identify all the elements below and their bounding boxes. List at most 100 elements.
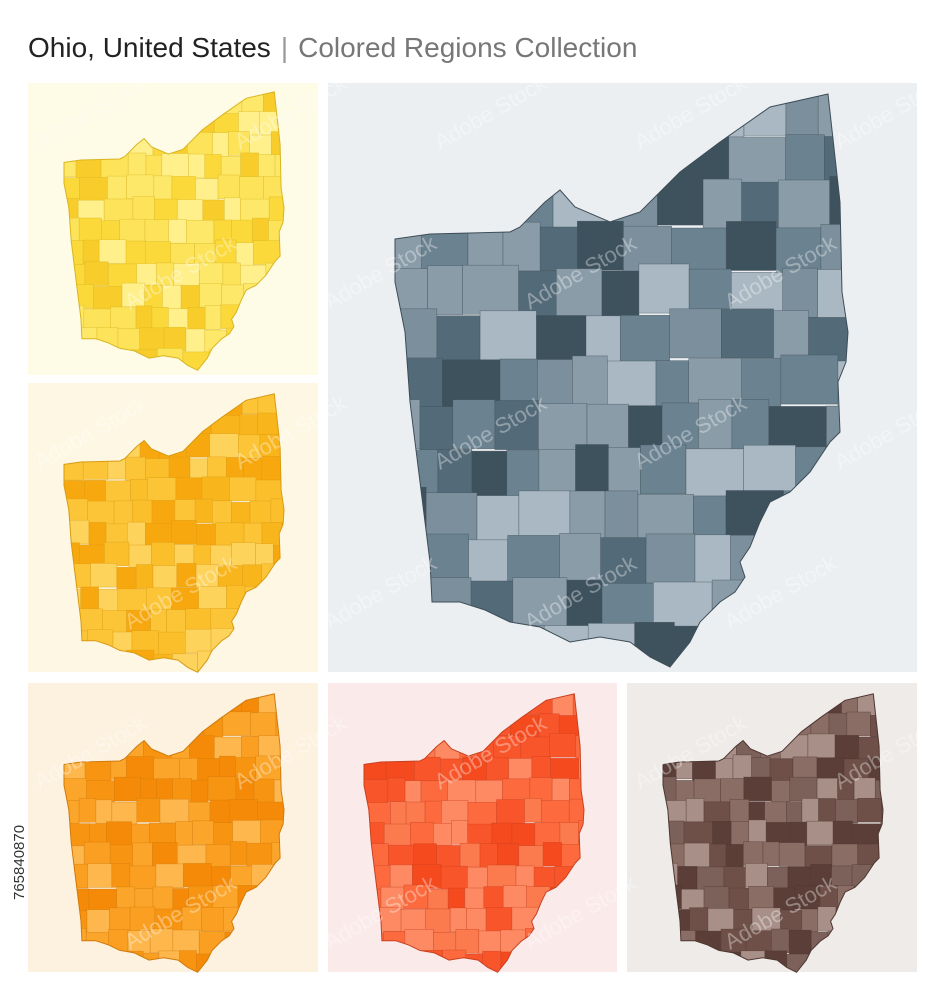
county [147, 477, 177, 502]
county [496, 799, 525, 824]
county [192, 820, 214, 845]
county [213, 822, 233, 847]
county [683, 821, 713, 846]
county [132, 842, 153, 868]
county [273, 779, 284, 805]
county [762, 841, 780, 867]
county [161, 153, 189, 178]
county [638, 263, 690, 314]
watermark: Adobe Stock [920, 550, 945, 635]
title-main: Ohio, United States [28, 32, 271, 63]
county [171, 519, 197, 545]
state-outline [363, 693, 585, 973]
county [551, 778, 570, 803]
county [90, 562, 118, 588]
county [604, 490, 639, 541]
county [529, 777, 553, 802]
county [549, 733, 577, 758]
county [252, 217, 269, 243]
county [743, 444, 796, 495]
county [689, 907, 709, 932]
county [494, 400, 539, 450]
county [174, 499, 196, 524]
county [159, 798, 190, 824]
county [709, 843, 727, 869]
county [410, 821, 434, 847]
county [132, 499, 153, 525]
county [440, 865, 468, 891]
county [542, 842, 562, 867]
county [780, 354, 839, 405]
county [485, 907, 513, 932]
county [745, 862, 768, 888]
county [136, 797, 161, 823]
county [479, 310, 537, 361]
county [163, 326, 187, 352]
county [191, 779, 209, 805]
county [728, 136, 786, 187]
county [204, 305, 222, 330]
watermark: Adobe Stock [920, 870, 945, 955]
county [524, 797, 542, 823]
county [239, 176, 265, 201]
county [125, 240, 146, 266]
county [459, 842, 481, 868]
county [194, 498, 213, 524]
title-subtitle: Colored Regions Collection [298, 32, 637, 63]
state-outline [63, 393, 285, 673]
state-outline [394, 93, 849, 668]
county [180, 285, 200, 310]
county [404, 780, 422, 805]
county [207, 776, 237, 801]
county [725, 221, 777, 271]
county [785, 801, 803, 826]
county [491, 822, 513, 848]
county [78, 798, 97, 823]
county [555, 268, 603, 319]
county [846, 711, 871, 737]
county [151, 541, 175, 567]
county [502, 885, 528, 910]
county [232, 819, 261, 845]
side-id: 765840870 [11, 825, 28, 900]
county [212, 132, 229, 157]
county [466, 907, 487, 933]
county [518, 490, 571, 541]
county [188, 153, 206, 179]
county [114, 776, 141, 802]
county [87, 863, 113, 888]
county [818, 798, 836, 823]
county [857, 797, 882, 823]
county [748, 819, 767, 845]
county [566, 579, 603, 630]
county [240, 152, 259, 177]
title: Ohio, United States | Colored Regions Coll… [28, 32, 637, 63]
state-outline [63, 91, 285, 371]
county [212, 500, 232, 525]
county [126, 756, 154, 781]
county [80, 586, 99, 612]
county [778, 842, 806, 867]
county [801, 798, 819, 823]
county [427, 265, 463, 316]
county [185, 328, 206, 353]
county [770, 928, 790, 954]
county [222, 262, 241, 287]
county [789, 776, 818, 802]
county [832, 820, 853, 846]
county [387, 777, 406, 803]
county [731, 399, 770, 450]
county [145, 241, 171, 266]
county [250, 712, 277, 737]
county [171, 176, 196, 201]
county [467, 802, 497, 827]
county [606, 360, 657, 411]
title-separator: | [281, 32, 288, 63]
county [111, 863, 131, 888]
county [79, 177, 108, 202]
county [83, 841, 111, 867]
county [702, 178, 742, 229]
county [806, 820, 834, 846]
county [835, 798, 858, 824]
county [228, 799, 258, 824]
